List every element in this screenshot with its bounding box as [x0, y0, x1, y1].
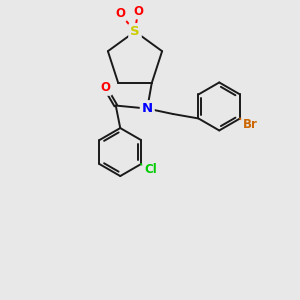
Text: O: O — [115, 7, 125, 20]
Text: O: O — [100, 81, 110, 94]
Text: S: S — [130, 25, 140, 38]
Text: Cl: Cl — [144, 163, 157, 176]
Text: Br: Br — [243, 118, 258, 131]
Text: N: N — [142, 102, 153, 115]
Text: O: O — [133, 4, 143, 18]
